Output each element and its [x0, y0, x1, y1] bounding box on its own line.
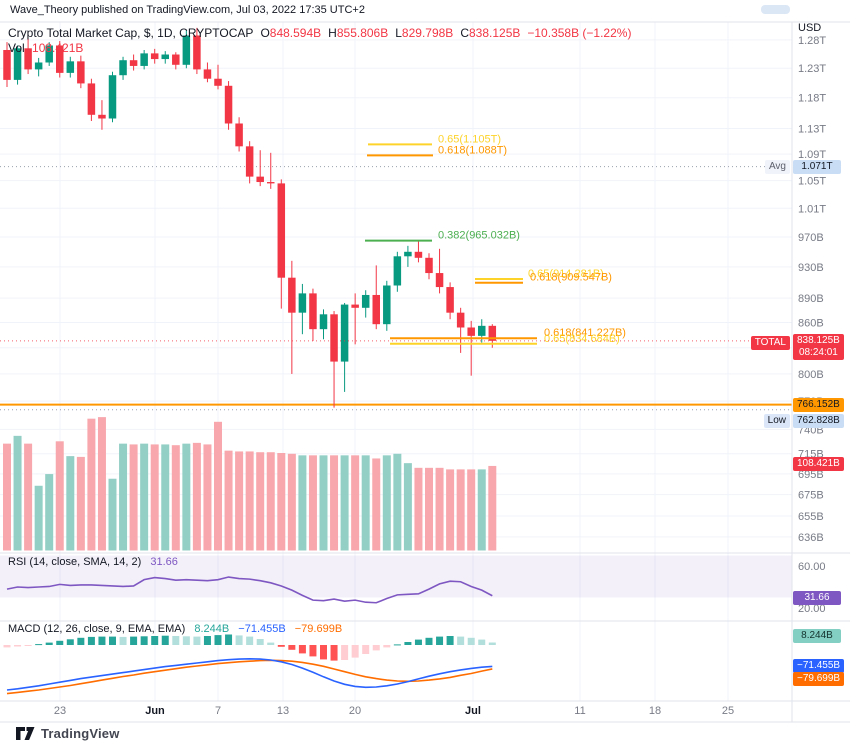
symbol-title[interactable]: Crypto Total Market Cap, $, 1D, CRYPTOCA… — [8, 26, 254, 40]
svg-text:636B: 636B — [798, 532, 824, 544]
low-tag: Low — [763, 414, 790, 428]
rsi-line — [6, 576, 493, 604]
svg-text:Jun: Jun — [145, 705, 165, 717]
volume-bars — [3, 417, 497, 551]
ohlc-values: O848.594B H855.806B L829.798B C838.125B — [253, 26, 520, 40]
ohlc-letter: C — [460, 26, 469, 40]
svg-text:890B: 890B — [798, 293, 824, 305]
fib-label: 0.382(965.032B) — [438, 230, 520, 242]
svg-text:695B: 695B — [798, 469, 824, 481]
svg-text:18: 18 — [649, 705, 661, 717]
volume-current-value: 108.421B — [32, 41, 84, 55]
rsi-label: RSI (14, close, SMA, 14, 2) — [8, 556, 142, 568]
macd-line-badge: −71.455B — [793, 659, 845, 673]
rsi-value-badge: 31.66 — [793, 591, 841, 605]
svg-text:1.18T: 1.18T — [798, 93, 826, 105]
total-symbol-tag: TOTAL — [750, 336, 790, 350]
svg-text:1.13T: 1.13T — [798, 124, 826, 136]
ohlc-letter: H — [328, 26, 337, 40]
macd-hist-current: 8.244B — [194, 623, 230, 635]
svg-text:675B: 675B — [798, 490, 824, 502]
macd-hist-badge: 8.244B — [793, 629, 841, 643]
fib-label: 0.65(1.105T) — [438, 133, 501, 145]
change-value: −10.358B (−1.22%) — [527, 26, 632, 40]
svg-text:USD: USD — [798, 22, 821, 34]
ohlc-letter: L — [395, 26, 402, 40]
low-value-badge: 762.828B — [793, 414, 844, 428]
svg-text:13: 13 — [277, 705, 289, 717]
svg-text:860B: 860B — [798, 318, 824, 330]
ohlc-value: 848.594B — [269, 26, 322, 40]
svg-text:11: 11 — [574, 705, 585, 717]
ohlc-letter: O — [260, 26, 270, 40]
macd-line — [6, 657, 493, 691]
svg-text:20.00: 20.00 — [798, 603, 826, 615]
current-price-value: 838.125B — [797, 335, 840, 346]
chart-legend: Crypto Total Market Cap, $, 1D, CRYPTOCA… — [8, 26, 631, 56]
ohlc-value: 855.806B — [336, 26, 389, 40]
rsi-current-value: 31.66 — [150, 556, 178, 568]
macd-label: MACD (12, 26, close, 9, EMA, EMA) — [8, 623, 186, 635]
current-price-badge: 838.125B 08:24:01 — [793, 334, 844, 360]
svg-text:970B: 970B — [798, 232, 824, 244]
svg-text:7: 7 — [215, 705, 221, 717]
avg-tag: Avg — [764, 160, 790, 174]
svg-text:23: 23 — [54, 705, 66, 717]
svg-text:1.01T: 1.01T — [798, 203, 826, 215]
volume-label: Vol — [8, 41, 25, 55]
svg-text:1.05T: 1.05T — [798, 176, 826, 188]
macd-line-current: −71.455B — [238, 623, 286, 635]
volume-value-badge: 108.421B — [793, 457, 844, 471]
macd-signal-current: −79.699B — [294, 623, 343, 635]
toolbar-button[interactable] — [761, 5, 790, 14]
ohlc-value: 829.798B — [401, 26, 454, 40]
svg-text:800B: 800B — [798, 369, 824, 381]
svg-text:Jul: Jul — [465, 705, 481, 717]
candles — [3, 27, 497, 408]
svg-text:20: 20 — [349, 705, 361, 717]
svg-text:1.09T: 1.09T — [798, 149, 826, 161]
publish-info: Wave_Theory published on TradingView.com… — [10, 4, 365, 16]
fib-label: 0.618(1.088T) — [438, 144, 507, 156]
tradingview-logo-icon[interactable] — [16, 726, 35, 741]
fib-label: 0.65(834.684B) — [544, 333, 620, 345]
footer: TradingView — [16, 726, 120, 741]
macd-signal-line — [6, 659, 493, 695]
svg-text:930B: 930B — [798, 262, 824, 274]
macd-signal-badge: −79.699B — [793, 672, 845, 686]
svg-text:655B: 655B — [798, 511, 824, 523]
svg-text:1.23T: 1.23T — [798, 63, 826, 75]
bar-countdown: 08:24:01 — [798, 347, 838, 358]
legend-row-volume[interactable]: Vol 108.421B — [8, 41, 631, 56]
svg-text:60.00: 60.00 — [798, 561, 826, 573]
fib-label: 0.65(914.281B) — [528, 268, 604, 280]
svg-text:1.28T: 1.28T — [798, 35, 826, 47]
rsi-legend[interactable]: RSI (14, close, SMA, 14, 2) 31.66 — [8, 556, 178, 568]
tradingview-brand[interactable]: TradingView — [41, 726, 120, 741]
svg-text:25: 25 — [722, 705, 734, 717]
ohlc-value: 838.125B — [468, 26, 521, 40]
fib-label: 0.618(909.547B) — [530, 272, 612, 284]
orange-line-badge: 766.152B — [793, 398, 844, 412]
avg-value-badge: 1.071T — [793, 160, 841, 174]
macd-legend[interactable]: MACD (12, 26, close, 9, EMA, EMA) 8.244B… — [8, 623, 342, 635]
legend-row-main[interactable]: Crypto Total Market Cap, $, 1D, CRYPTOCA… — [8, 26, 631, 41]
fib-label: 0.618(841.227B) — [544, 327, 626, 339]
macd-histogram — [3, 634, 496, 661]
